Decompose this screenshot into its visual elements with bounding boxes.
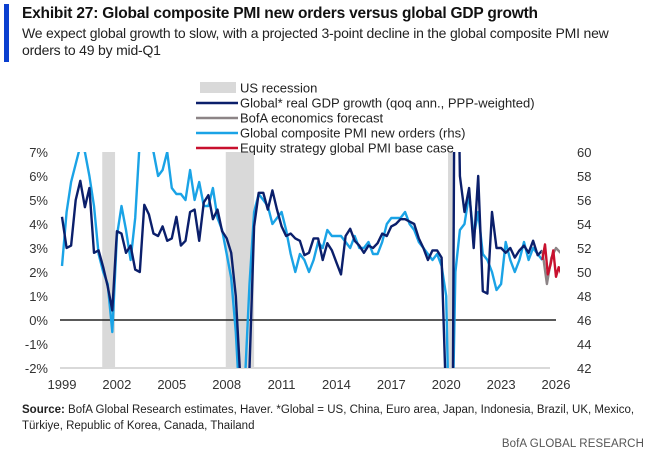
- source-text: BofA Global Research estimates, Haver. *…: [22, 404, 635, 432]
- legend-label: Global* real GDP growth (qoq ann., PPP-w…: [240, 96, 535, 111]
- pmi-new-orders-line: [60, 152, 544, 368]
- recession-band: [225, 152, 255, 368]
- y-right-tick-label: 56: [577, 193, 591, 208]
- y-left-tick-label: 6%: [29, 169, 48, 184]
- y-left-tick-label: 1%: [29, 289, 48, 304]
- y-right-tick-label: 44: [577, 337, 591, 352]
- x-tick-label: 2014: [322, 377, 351, 392]
- legend-item: Global composite PMI new orders (rhs): [196, 126, 465, 141]
- source-label: Source:: [22, 404, 65, 416]
- x-tick-label: 2023: [487, 377, 516, 392]
- legend-item: Global* real GDP growth (qoq ann., PPP-w…: [196, 96, 535, 111]
- y-right-tick-label: 42: [577, 361, 591, 376]
- y-left-tick-label: 4%: [29, 217, 48, 232]
- x-tick-label: 2011: [268, 377, 296, 392]
- x-tick-label: 2008: [212, 377, 241, 392]
- source-note: Source: BofA Global Research estimates, …: [22, 402, 652, 434]
- legend-label: US recession: [240, 81, 317, 96]
- gdp-growth-line: [60, 152, 544, 368]
- y-axis-left-labels: -2% -1% 0% 1% 2% 3% 4% 5% 6% 7%: [25, 145, 49, 376]
- y-axis-right-labels: 42 44 46 48 50 52 54 56 58 60: [577, 145, 591, 376]
- y-left-tick-label: -1%: [25, 337, 49, 352]
- x-tick-label: 1999: [48, 377, 77, 392]
- recession-bands: [102, 152, 454, 368]
- legend-swatch-band: [200, 82, 236, 93]
- chart-subtitle: We expect global growth to slow, with a …: [22, 25, 609, 58]
- y-right-tick-label: 58: [577, 169, 591, 184]
- x-axis-labels: 1999 2002 2005 2008 2011 2014 2017 2020 2023 2026: [48, 377, 571, 392]
- recession-band: [102, 152, 116, 368]
- accent-bar: [4, 4, 9, 62]
- y-right-tick-label: 54: [577, 217, 591, 232]
- x-tick-label: 2026: [542, 377, 571, 392]
- y-left-tick-label: 7%: [29, 145, 48, 160]
- recession-band: [448, 152, 454, 368]
- y-left-tick-label: 5%: [29, 193, 48, 208]
- y-right-tick-label: 50: [577, 265, 591, 280]
- x-tick-label: 2002: [102, 377, 131, 392]
- series-lines: [60, 152, 560, 368]
- y-left-tick-label: 0%: [29, 313, 48, 328]
- footer-brand: BofA GLOBAL RESEARCH: [501, 438, 644, 450]
- y-right-tick-label: 60: [577, 145, 591, 160]
- y-right-tick-label: 52: [577, 241, 591, 256]
- x-tick-label: 2017: [377, 377, 406, 392]
- y-right-tick-label: 48: [577, 289, 591, 304]
- legend-item: US recession: [200, 81, 317, 96]
- y-left-tick-label: -2%: [25, 361, 49, 376]
- chart: -2% -1% 0% 1% 2% 3% 4% 5% 6% 7% 42 44 46 48 50 52 54 56 5…: [25, 81, 592, 393]
- legend-item: Equity strategy global PMI base case: [196, 141, 454, 156]
- y-right-tick-label: 46: [577, 313, 591, 328]
- y-left-tick-label: 2%: [29, 265, 48, 280]
- equity-pmi-base-case-line: [541, 243, 560, 278]
- legend-label: BofA economics forecast: [240, 111, 383, 126]
- x-tick-label: 2005: [157, 377, 186, 392]
- y-left-tick-label: 3%: [29, 241, 48, 256]
- chart-title: Exhibit 27: Global composite PMI new ord…: [22, 5, 538, 22]
- legend-item: BofA economics forecast: [196, 111, 383, 126]
- legend-label: Equity strategy global PMI base case: [240, 141, 454, 156]
- x-tick-label: 2020: [432, 377, 461, 392]
- legend-label: Global composite PMI new orders (rhs): [240, 126, 465, 141]
